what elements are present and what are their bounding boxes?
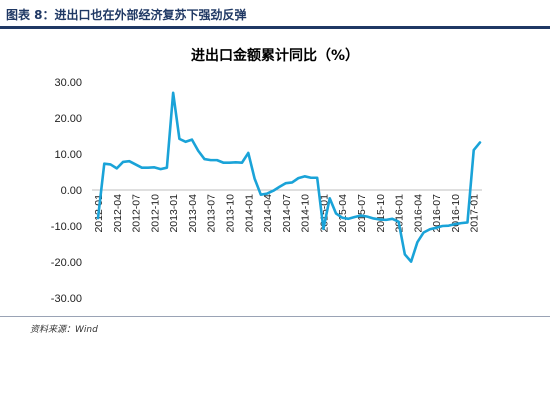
- footer-divider: [0, 316, 550, 317]
- source-note: 资料来源：Wind: [30, 325, 98, 335]
- x-tick-label: 2016-10: [450, 194, 462, 233]
- x-tick-label: 2014-07: [281, 194, 293, 233]
- x-tick-label: 2012-07: [131, 194, 143, 233]
- y-tick-label: 30.00: [54, 77, 82, 89]
- chart-title: 进出口金额累计同比（%）: [191, 47, 359, 64]
- x-tick-label: 2016-07: [431, 194, 443, 233]
- x-tick-label: 2013-07: [206, 194, 218, 233]
- x-tick-label: 2014-04: [262, 194, 274, 233]
- x-tick-label: 2016-04: [412, 194, 424, 233]
- y-axis-ticks: 30.00 20.00 10.00 0.00 -10.00 -20.00 -30.00: [51, 77, 82, 305]
- caption-divider: [0, 26, 550, 29]
- x-tick-label: 2016-01: [394, 194, 406, 233]
- series-line: [96, 91, 482, 263]
- x-tick-label: 2012-10: [149, 194, 161, 233]
- y-tick-label: -30.00: [51, 293, 82, 305]
- x-tick-label: 2014-01: [243, 194, 255, 233]
- x-tick-label: 2015-04: [337, 194, 349, 233]
- y-tick-label: -10.00: [51, 221, 82, 233]
- y-tick-label: -20.00: [51, 257, 82, 269]
- y-tick-label: 0.00: [61, 185, 82, 197]
- x-tick-label: 2014-10: [300, 194, 312, 233]
- figure-caption: 图表 8：进出口也在外部经济复苏下强劲反弹: [6, 8, 247, 22]
- x-tick-label: 2013-10: [225, 194, 237, 233]
- y-tick-label: 10.00: [54, 149, 82, 161]
- line-chart: 进出口金额累计同比（%） 30.00 20.00 10.00 0.00 -10.00 -2…: [51, 47, 482, 305]
- x-tick-label: 2015-07: [356, 194, 368, 233]
- x-tick-label: 2013-04: [187, 194, 199, 233]
- x-tick-label: 2013-01: [168, 194, 180, 233]
- x-tick-label: 2015-10: [375, 194, 387, 233]
- y-tick-label: 20.00: [54, 113, 82, 125]
- x-tick-label: 2017-01: [469, 194, 481, 233]
- x-axis-ticks: 2012-01 2012-04 2012-07 2012-10 2013-01 2013-…: [93, 194, 481, 233]
- x-tick-label: 2012-04: [112, 194, 124, 233]
